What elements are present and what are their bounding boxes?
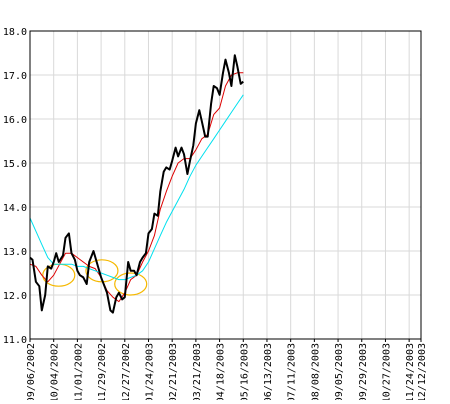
y-tick-label: 18.0	[3, 27, 27, 38]
x-tick-labels: 09/06/2002 10/04/2002 11/01/2002 11/29/2002…	[26, 343, 428, 403]
series-lines	[29, 54, 244, 314]
x-tick-label: 10/04/2002	[50, 343, 61, 400]
x-tick-label: 07/11/2003	[287, 343, 298, 400]
x-tick-label: 03/21/2003	[192, 343, 203, 400]
series-line	[29, 54, 244, 314]
y-tick-label: 12.0	[3, 291, 27, 302]
x-tick-label: 12/12/2003	[417, 343, 428, 400]
x-tick-label: 04/18/2003	[216, 343, 227, 400]
y-tick-label: 15.0	[3, 159, 27, 170]
x-tick-label: 09/29/2003	[358, 343, 369, 400]
x-tick-label: 09/05/2003	[334, 343, 345, 400]
x-tick-label: 12/27/2002	[121, 343, 132, 400]
x-tick-label: 05/16/2003	[239, 343, 250, 400]
y-tick-label: 17.0	[3, 71, 27, 82]
y-tick-label: 11.0	[3, 335, 27, 346]
x-tick-label: 10/27/2003	[381, 343, 392, 400]
y-tick-label: 16.0	[3, 115, 27, 126]
x-tick-label: 01/24/2003	[144, 343, 155, 400]
y-tick-label: 13.0	[3, 247, 27, 258]
x-tick-label: 08/08/2003	[310, 343, 321, 400]
y-tick-label: 14.0	[3, 203, 27, 214]
x-tick-label: 11/01/2002	[73, 343, 84, 400]
x-tick-label: 02/21/2003	[168, 343, 179, 400]
x-tick-label: 06/13/2003	[263, 343, 274, 400]
axes	[29, 30, 422, 342]
x-tick-label: 11/29/2002	[97, 343, 108, 400]
y-tick-labels: 11.0 12.0 13.0 14.0 15.0 16.0 17.0 18.0	[3, 27, 27, 346]
annotation-ellipse	[114, 272, 148, 296]
x-tick-label: 11/24/2003	[405, 343, 416, 400]
x-tick-label: 09/06/2002	[26, 343, 37, 400]
plot-frame	[29, 30, 422, 340]
